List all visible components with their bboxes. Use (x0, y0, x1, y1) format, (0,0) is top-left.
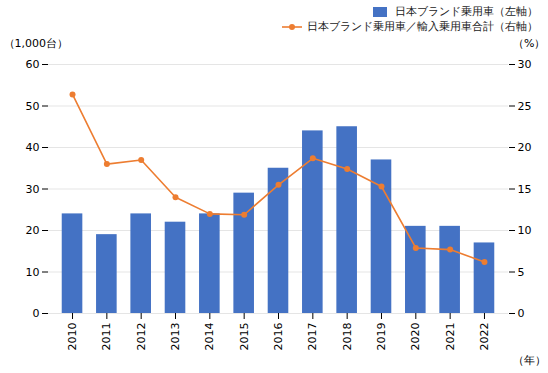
svg-text:2016: 2016 (272, 323, 285, 351)
svg-text:20: 20 (26, 224, 40, 237)
svg-text:2012: 2012 (135, 323, 148, 351)
svg-text:（1,000台）: （1,000台） (4, 37, 69, 50)
svg-text:2018: 2018 (341, 323, 354, 351)
svg-text:30: 30 (26, 183, 40, 196)
svg-text:0: 0 (33, 307, 40, 320)
svg-text:2010: 2010 (66, 323, 79, 351)
svg-text:2011: 2011 (100, 323, 113, 351)
svg-text:2019: 2019 (375, 323, 388, 351)
svg-text:25: 25 (518, 100, 532, 113)
svg-text:40: 40 (26, 141, 40, 154)
svg-text:5: 5 (518, 266, 525, 279)
html-text:日本ブランド乗用車／輸入乗用車合計（右軸）: 日本ブランド乗用車／輸入乗用車合計（右軸） (307, 20, 538, 33)
svg-text:50: 50 (26, 100, 40, 113)
svg-text:2022: 2022 (478, 323, 491, 351)
svg-text:2020: 2020 (409, 323, 422, 351)
html-text:日本ブランド乗用車（左軸）: 日本ブランド乗用車（左軸） (395, 5, 538, 18)
svg-text:2021: 2021 (444, 323, 457, 351)
svg-text:2013: 2013 (169, 323, 182, 351)
svg-text:15: 15 (518, 183, 532, 196)
svg-text:2015: 2015 (238, 323, 251, 351)
svg-text:10: 10 (26, 266, 40, 279)
svg-text:2014: 2014 (203, 323, 216, 351)
svg-text:（%）: （%） (513, 37, 545, 50)
svg-text:（年）: （年） (513, 354, 546, 367)
svg-text:10: 10 (518, 224, 532, 237)
svg-text:0: 0 (518, 307, 525, 320)
svg-text:30: 30 (518, 58, 532, 71)
svg-text:20: 20 (518, 141, 532, 154)
svg-text:2017: 2017 (306, 323, 319, 351)
svg-text:60: 60 (26, 58, 40, 71)
